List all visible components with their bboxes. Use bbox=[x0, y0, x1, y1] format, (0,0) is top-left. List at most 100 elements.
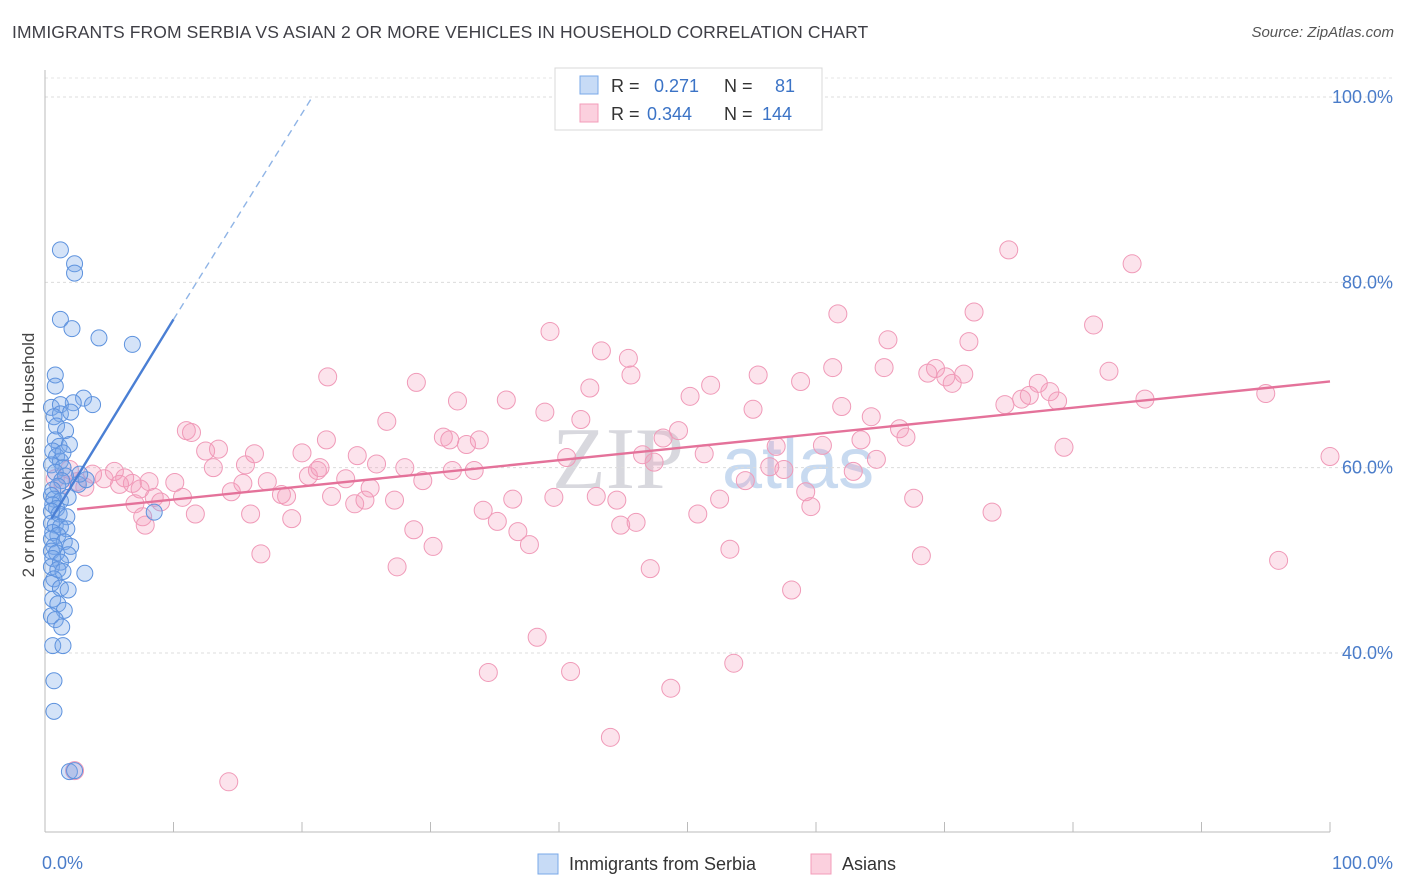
legend-swatch-serbia bbox=[579, 75, 599, 95]
asians-point-96 bbox=[701, 375, 721, 395]
asians-point-7 bbox=[104, 461, 124, 481]
asians-point-119 bbox=[878, 330, 898, 350]
serbia-point-69 bbox=[55, 601, 73, 619]
asians-point-65 bbox=[478, 662, 498, 682]
serbia-trend-extension bbox=[172, 96, 313, 320]
asians-point-114 bbox=[843, 461, 863, 481]
asians-point-94 bbox=[688, 504, 708, 524]
legend-bottom-label-asians: Asians bbox=[842, 854, 896, 874]
asians-point-60 bbox=[447, 391, 467, 411]
asians-point-93 bbox=[680, 386, 700, 406]
asians-point-78 bbox=[580, 378, 600, 398]
asians-point-108 bbox=[796, 482, 816, 502]
asians-point-117 bbox=[866, 449, 886, 469]
serbia-point-47 bbox=[58, 520, 76, 538]
legend-bottom: Immigrants from Serbia Asians bbox=[537, 853, 896, 875]
asians-point-107 bbox=[791, 371, 811, 391]
serbia-point-16 bbox=[62, 403, 80, 421]
asians-point-132 bbox=[995, 395, 1015, 415]
legend-r-value: 0.344 bbox=[647, 104, 692, 124]
asians-point-39 bbox=[310, 458, 330, 478]
asians-point-95 bbox=[694, 444, 714, 464]
asians-point-12 bbox=[139, 472, 159, 492]
asians-point-142 bbox=[1122, 254, 1142, 274]
y-tick-label-1: 60.0% bbox=[1342, 458, 1393, 478]
asians-point-112 bbox=[828, 304, 848, 324]
asians-point-137 bbox=[1048, 391, 1068, 411]
asians-point-79 bbox=[586, 486, 606, 506]
asians-point-29 bbox=[241, 504, 261, 524]
asians-point-50 bbox=[387, 557, 407, 577]
serbia-point-17 bbox=[48, 417, 66, 435]
asians-point-66 bbox=[487, 511, 507, 531]
serbia-point-72 bbox=[53, 618, 71, 636]
legend-bottom-swatch-asians bbox=[810, 853, 832, 875]
legend-n-value: 144 bbox=[762, 104, 792, 124]
asians-point-115 bbox=[851, 430, 871, 450]
asians-point-47 bbox=[360, 478, 380, 498]
legend-top: R = 0.271 N = 81 R = 0.344 N = 144 bbox=[554, 67, 823, 131]
asians-point-32 bbox=[257, 472, 277, 492]
asians-point-90 bbox=[653, 428, 673, 448]
asians-point-140 bbox=[1084, 315, 1104, 335]
asians-point-128 bbox=[954, 364, 974, 384]
asians-point-91 bbox=[661, 678, 681, 698]
asians-point-17 bbox=[185, 504, 205, 524]
serbia-point-0 bbox=[51, 241, 69, 259]
asians-point-10 bbox=[122, 473, 142, 493]
asians-point-69 bbox=[508, 522, 528, 542]
x-tick-label-0: 0.0% bbox=[42, 853, 83, 873]
asians-point-45 bbox=[347, 446, 367, 466]
asians-point-54 bbox=[406, 372, 426, 392]
asians-point-138 bbox=[1028, 373, 1048, 393]
serbia-point-79 bbox=[54, 444, 72, 462]
asians-point-83 bbox=[611, 515, 631, 535]
asians-point-56 bbox=[423, 536, 443, 556]
serbia-point-63 bbox=[45, 570, 63, 588]
asians-point-20 bbox=[135, 515, 155, 535]
legend-bottom-swatch-serbia bbox=[537, 853, 559, 875]
asians-point-84 bbox=[618, 348, 638, 368]
asians-point-43 bbox=[336, 469, 356, 489]
asians-point-81 bbox=[600, 727, 620, 747]
serbia-point-11 bbox=[84, 396, 102, 414]
asians-point-92 bbox=[669, 421, 689, 441]
asians-point-130 bbox=[964, 302, 984, 322]
asians-point-104 bbox=[766, 436, 786, 456]
serbia-point-48 bbox=[44, 524, 62, 542]
asians-point-116 bbox=[861, 407, 881, 427]
legend-r-label: R = bbox=[611, 104, 640, 124]
serbia-point-75 bbox=[45, 672, 63, 690]
asians-point-131 bbox=[982, 502, 1002, 522]
asians-point-72 bbox=[535, 402, 555, 422]
asians-point-34 bbox=[277, 486, 297, 506]
asians-point-24 bbox=[203, 458, 223, 478]
asians-point-118 bbox=[874, 358, 894, 378]
asians-point-6 bbox=[94, 469, 114, 489]
asians-point-46 bbox=[355, 490, 375, 510]
asians-point-48 bbox=[367, 454, 387, 474]
asians-point-148 bbox=[219, 772, 239, 792]
asians-point-25 bbox=[208, 439, 228, 459]
asians-point-51 bbox=[385, 490, 405, 510]
serbia-point-4 bbox=[63, 320, 81, 338]
asians-point-74 bbox=[540, 321, 560, 341]
trend-lines bbox=[50, 96, 1331, 520]
serbia-point-67 bbox=[44, 590, 62, 608]
asians-point-89 bbox=[644, 452, 664, 472]
asians-point-70 bbox=[519, 535, 539, 555]
asians-point-105 bbox=[774, 460, 794, 480]
serbia-point-62 bbox=[76, 564, 94, 582]
asians-point-35 bbox=[282, 509, 302, 529]
asians-point-121 bbox=[896, 427, 916, 447]
y-tick-label-0: 40.0% bbox=[1342, 643, 1393, 663]
asians-point-53 bbox=[404, 520, 424, 540]
legend-box bbox=[554, 67, 823, 131]
asians-point-133 bbox=[999, 240, 1019, 260]
asians-point-75 bbox=[557, 447, 577, 467]
serbia-point-76 bbox=[45, 702, 63, 720]
asians-point-44 bbox=[345, 494, 365, 514]
asians-point-67 bbox=[496, 390, 516, 410]
x-ticks bbox=[44, 822, 1331, 832]
